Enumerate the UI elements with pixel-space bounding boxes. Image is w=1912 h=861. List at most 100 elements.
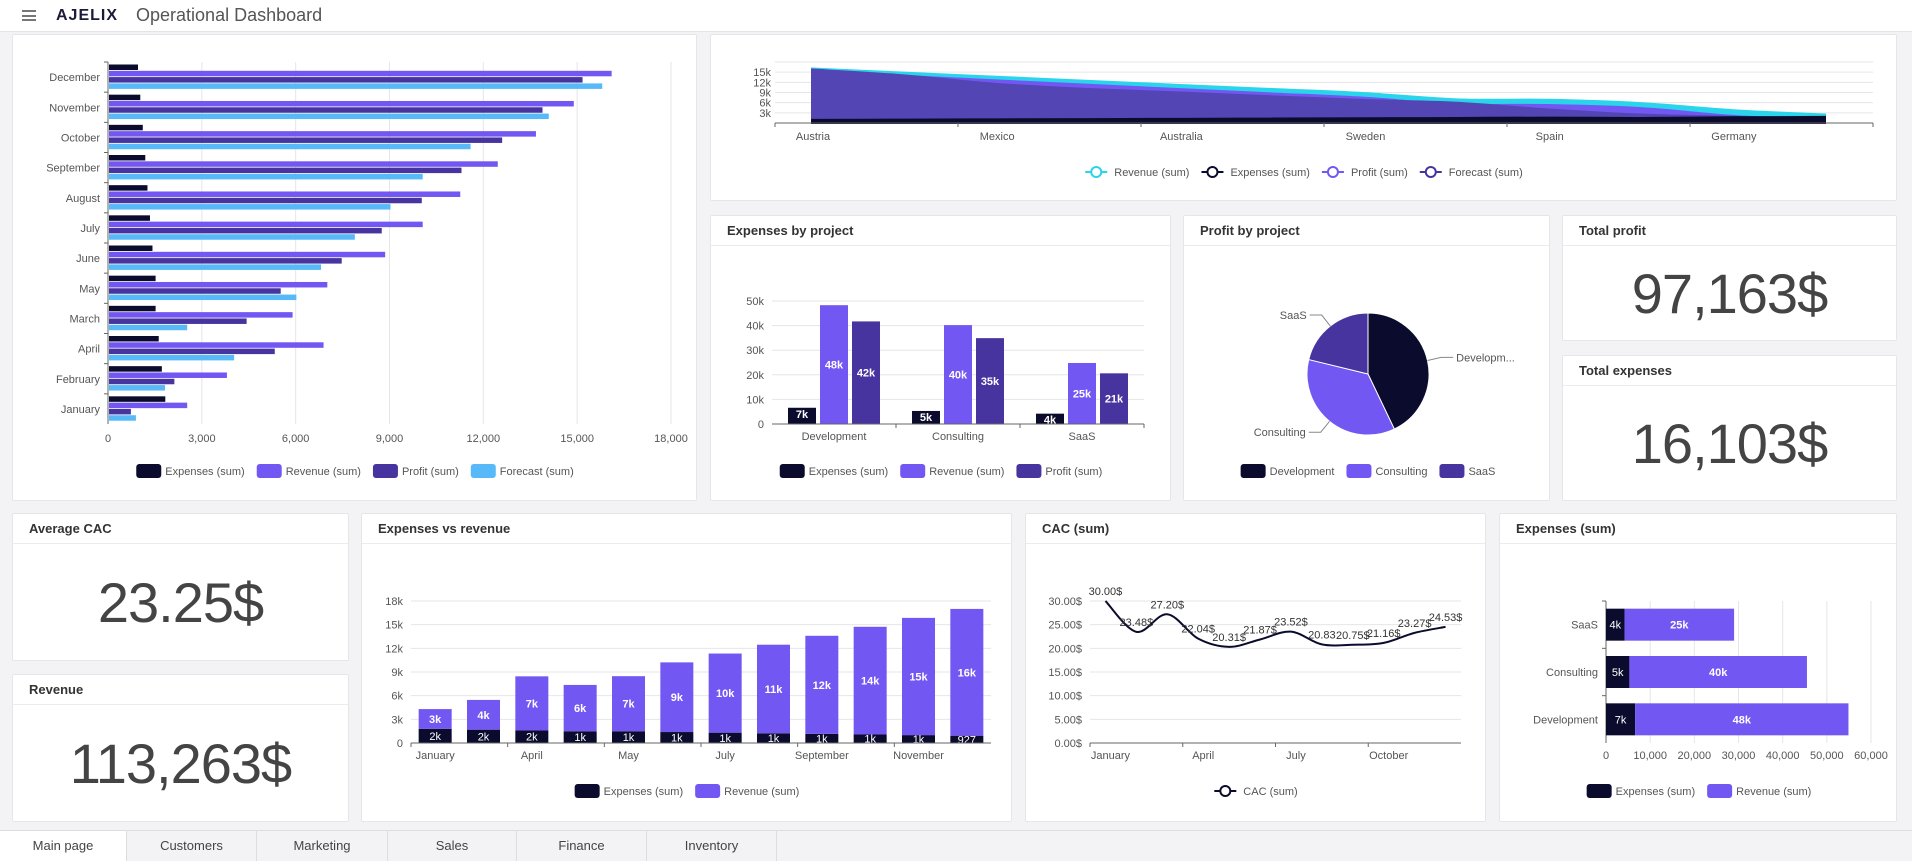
legend-item[interactable]: Revenue (sum) — [256, 464, 361, 478]
label-line — [1308, 421, 1330, 433]
data-label: 1k — [768, 733, 780, 745]
tab-finance[interactable]: Finance — [517, 831, 647, 861]
legend-item[interactable]: Expenses (sum) — [1586, 784, 1695, 798]
card-title: Total expenses — [1563, 356, 1896, 386]
legend-item[interactable]: Revenue (sum) — [900, 464, 1004, 478]
average-cac-card: Average CAC 23.25$ — [12, 513, 349, 661]
top-bar: AJELIX Operational Dashboard — [0, 0, 1912, 32]
bar-expenses — [708, 732, 742, 743]
legend-label: CAC (sum) — [1243, 786, 1297, 798]
data-label: 5k — [920, 412, 933, 424]
legend-swatch — [1346, 464, 1372, 478]
tab-sales[interactable]: Sales — [388, 831, 517, 861]
data-label: 1k — [864, 734, 876, 746]
expenses-sum-chart: 0 10,000 20,000 30,000 40,000 50,000 60,000 4k 2… — [1533, 600, 1888, 798]
label-line — [1427, 356, 1454, 361]
y-tick-label: December — [49, 72, 100, 84]
y-tick-label: 0 — [758, 419, 764, 431]
point-label: 23.27$ — [1398, 618, 1432, 630]
legend-item[interactable]: Consulting — [1346, 464, 1427, 478]
bar — [109, 408, 131, 415]
bar-revenue — [950, 608, 984, 736]
legend-label: Revenue (sum) — [1114, 167, 1189, 179]
x-tick-label: Germany — [1711, 131, 1757, 143]
legend-item[interactable]: Expenses (sum) — [136, 464, 245, 478]
legend-item[interactable]: Profit (sum) — [372, 464, 459, 478]
legend-item[interactable]: Expenses (sum) — [1201, 166, 1310, 179]
legend: Expenses (sum) Revenue (sum) — [1586, 784, 1811, 798]
total-expenses-value: 16,103$ — [1631, 411, 1828, 475]
data-label: 14k — [861, 676, 880, 688]
tab-marketing[interactable]: Marketing — [257, 831, 388, 861]
data-label: 4k — [1609, 620, 1621, 632]
legend-item[interactable]: Development — [1240, 464, 1335, 478]
x-tick-label: 0 — [105, 433, 111, 445]
legend-marker-icon — [1326, 166, 1339, 178]
legend-item[interactable]: Revenue (sum) — [1085, 166, 1189, 179]
data-label: 2k — [478, 731, 490, 743]
data-label: 25k — [1670, 620, 1689, 632]
bar — [109, 70, 612, 77]
data-label: 1k — [623, 732, 635, 744]
data-label: 1k — [913, 734, 925, 746]
bar — [109, 155, 146, 161]
tab-main-page[interactable]: Main page — [0, 831, 127, 861]
bar — [852, 321, 880, 424]
point-label: 30.00$ — [1089, 586, 1123, 598]
y-tick-label: 15.00$ — [1048, 667, 1082, 679]
bar — [109, 396, 166, 402]
legend-label: Forecast (sum) — [500, 466, 574, 478]
average-cac-value: 23.25$ — [97, 570, 264, 634]
x-tick-label: 18,000 — [654, 433, 688, 445]
bar — [109, 137, 503, 143]
bar — [109, 173, 423, 180]
legend-swatch — [470, 464, 496, 478]
slice-label: SaaS — [1280, 310, 1307, 322]
legend-label: Expenses (sum) — [1616, 786, 1695, 798]
bar — [820, 305, 848, 424]
y-tick-label: Development — [1533, 714, 1598, 726]
bar — [109, 131, 536, 137]
monthly-bar-chart: 0 3,000 6,000 9,000 12,000 15,000 18,000 Decemb… — [46, 61, 688, 478]
bar-expenses — [805, 733, 839, 743]
y-tick-label: 15k — [385, 620, 403, 632]
legend-item[interactable]: SaaS — [1439, 464, 1495, 478]
pie-slice — [1308, 312, 1369, 375]
legend-item[interactable]: Revenue (sum) — [1707, 784, 1811, 798]
legend-item[interactable]: Forecast (sum) — [1419, 166, 1523, 179]
bar — [109, 385, 165, 391]
y-tick-label: 20.00$ — [1048, 643, 1082, 655]
country-area-chart-card: 3k 6k 9k 12k 15k Austria Mexico Australia Sweden… — [710, 34, 1897, 201]
bar — [109, 366, 162, 372]
y-tick-label: August — [66, 193, 100, 205]
bar — [109, 143, 471, 150]
x-tick-label: 10,000 — [1633, 750, 1667, 762]
legend-swatch — [695, 784, 721, 798]
hamburger-menu-icon[interactable] — [22, 10, 36, 21]
legend-swatch — [1586, 784, 1612, 798]
total-expenses-card: Total expenses 16,103$ — [1562, 355, 1897, 501]
legend-item[interactable]: Profit (sum) — [1016, 464, 1102, 478]
legend-label: Expenses (sum) — [809, 466, 888, 478]
bar — [109, 342, 324, 348]
cac-line-chart: 0.00$ 5.00$ 10.00$ 15.00$ 20.00$ 25.00$ 30.00$… — [1048, 586, 1462, 798]
legend-item[interactable]: Revenue (sum) — [695, 784, 799, 798]
legend-item[interactable]: Expenses (sum) — [779, 464, 888, 478]
bar-expenses — [1606, 656, 1630, 688]
tab-customers[interactable]: Customers — [127, 831, 257, 861]
data-label: 1k — [719, 733, 731, 745]
legend-item[interactable]: Profit (sum) — [1321, 166, 1408, 179]
bar-expenses — [563, 731, 597, 743]
legend-swatch — [900, 464, 926, 478]
tab-inventory[interactable]: Inventory — [647, 831, 777, 861]
legend-item[interactable]: Expenses (sum) — [574, 784, 683, 798]
y-tick-label: 25.00$ — [1048, 620, 1082, 632]
legend-item[interactable]: CAC (sum) — [1214, 785, 1298, 798]
bar-revenue — [660, 662, 694, 733]
profit-by-project-card: Profit by project Developm... Consulting Sa… — [1183, 215, 1550, 501]
point-label: 20.31$ — [1212, 632, 1246, 644]
legend-marker-icon — [1219, 785, 1232, 797]
legend-swatch — [779, 464, 805, 478]
legend-item[interactable]: Forecast (sum) — [470, 464, 574, 478]
y-tick-label: January — [61, 404, 101, 416]
